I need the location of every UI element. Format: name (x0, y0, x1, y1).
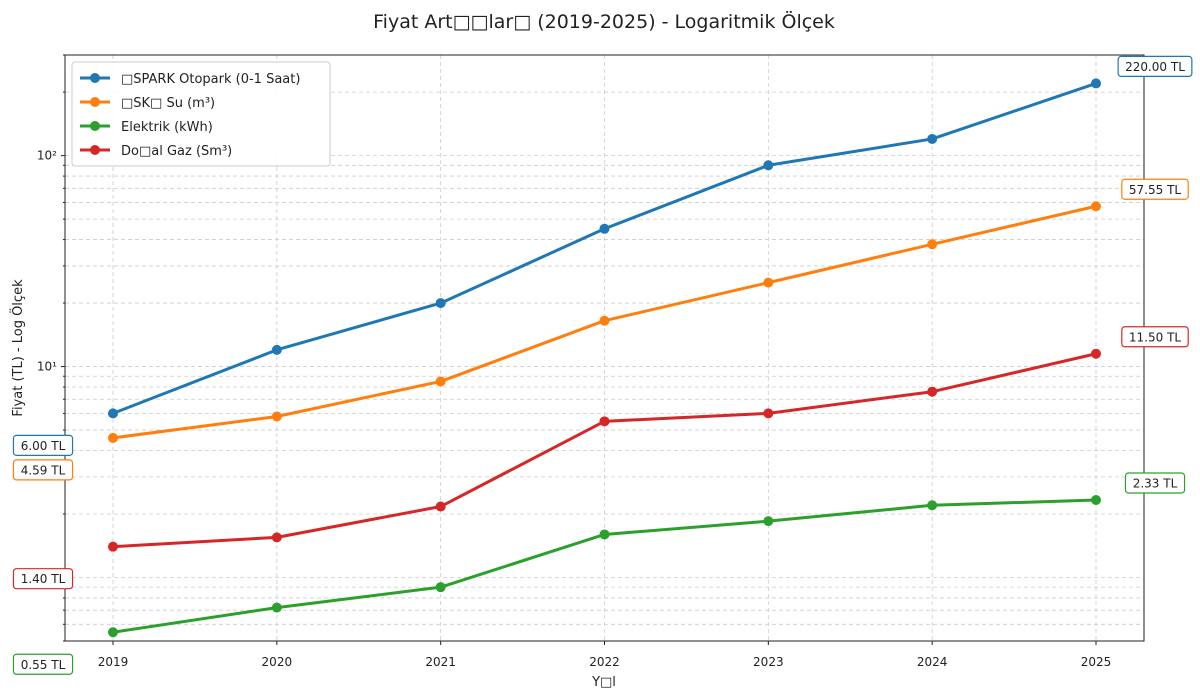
data-point (599, 529, 610, 540)
data-point (927, 239, 938, 250)
y-axis: 10¹ 10² (37, 54, 65, 642)
data-point (1091, 201, 1101, 212)
data-point (108, 541, 118, 552)
x-tick-label: 2025 (1081, 655, 1112, 669)
legend-label: Elektrik (kWh) (121, 120, 213, 135)
data-point (108, 432, 118, 443)
data-point (271, 602, 282, 613)
data-point (435, 582, 446, 593)
data-point (763, 516, 774, 527)
data-point (1091, 348, 1101, 359)
data-point (763, 408, 774, 419)
x-tick-label: 2023 (753, 655, 784, 669)
y-tick-label: 10¹ (37, 360, 57, 374)
legend-box (71, 61, 331, 167)
x-tick-label: 2019 (98, 655, 129, 669)
legend-label: □SK□ Su (m³) (121, 96, 215, 111)
x-axis: 2019 2020 2021 2022 2023 2024 2025 (98, 641, 1112, 669)
x-tick-label: 2022 (589, 655, 620, 669)
end-value-label-box (1117, 55, 1193, 78)
data-point (927, 500, 938, 511)
start-value-label: 0.55 TL (21, 658, 66, 672)
y-tick-label: 10² (37, 149, 57, 163)
data-point (1091, 495, 1101, 506)
end-value-label: 11.50 TL (1129, 330, 1181, 344)
data-point (763, 160, 774, 171)
data-point (271, 344, 282, 355)
start-value-label: 6.00 TL (21, 439, 66, 453)
end-value-label: 57.55 TL (1129, 183, 1181, 197)
start-value-label-box (12, 459, 74, 481)
x-axis-label: Y□l (591, 675, 616, 690)
grid (65, 54, 1144, 642)
end-value-label-box (1121, 178, 1189, 200)
legend-marker (90, 97, 100, 107)
end-value-label: 220.00 TL (1125, 60, 1185, 74)
end-value-label-box (1121, 326, 1189, 348)
x-tick-label: 2024 (917, 655, 948, 669)
y-axis-label: Fiyat (TL) - Log Ölçek (9, 279, 26, 417)
end-value-label: 2.33 TL (1133, 477, 1178, 491)
start-value-label: 4.59 TL (21, 463, 66, 477)
series-group (108, 78, 1101, 638)
data-point (599, 416, 610, 427)
start-value-label-box (12, 568, 74, 590)
data-point (927, 386, 938, 397)
data-point (599, 315, 610, 326)
legend-marker (90, 121, 100, 131)
start-value-label-box (12, 653, 74, 675)
x-tick-label: 2020 (262, 655, 293, 669)
data-point (927, 133, 938, 144)
data-point (1091, 78, 1101, 89)
legend-label: Do□al Gaz (Sm³) (121, 144, 232, 159)
legend-marker (90, 73, 100, 83)
start-value-label: 1.40 TL (21, 572, 66, 586)
data-point (599, 223, 610, 234)
data-point (763, 277, 774, 288)
data-point (435, 376, 446, 387)
start-value-label-box (12, 434, 74, 456)
end-value-label-box (1124, 472, 1186, 494)
data-point (435, 501, 446, 512)
data-labels: 6.00 TL 220.00 TL 4.59 TL 57.55 TL 0.55 TL 2.… (12, 55, 1193, 675)
x-tick-label: 2021 (425, 655, 456, 669)
data-point (271, 532, 282, 543)
legend-label: □SPARK Otopark (0-1 Saat) (121, 72, 300, 87)
legend: □SPARK Otopark (0-1 Saat) □SK□ Su (m³) Ele… (71, 61, 331, 167)
data-point (108, 408, 118, 419)
chart-title: Fiyat Art□□lar□ (2019-2025) - Logaritmik… (373, 10, 835, 33)
data-point (271, 411, 282, 422)
data-point (108, 627, 118, 638)
data-point (435, 298, 446, 309)
legend-marker (90, 145, 100, 155)
